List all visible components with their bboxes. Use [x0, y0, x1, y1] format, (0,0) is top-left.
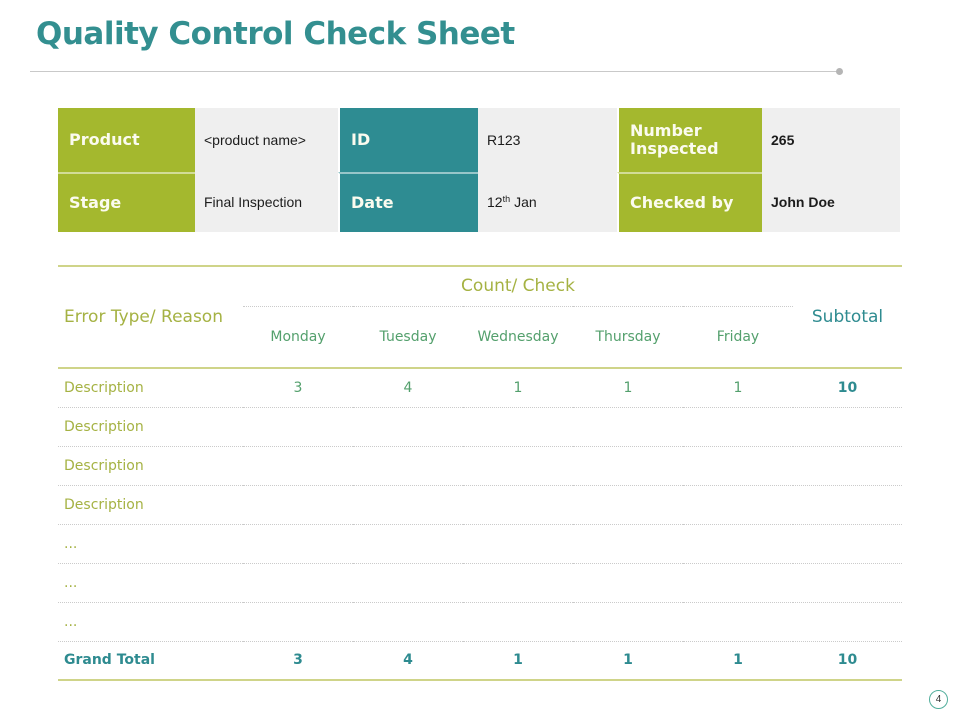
count-cell	[573, 446, 683, 486]
info-label-product: Product	[58, 108, 195, 172]
info-label-date: Date	[338, 172, 478, 232]
count-cell	[353, 563, 463, 603]
count-cell	[573, 524, 683, 564]
info-label-stage: Stage	[58, 172, 195, 232]
count-cell	[683, 446, 794, 486]
row-label: Description	[58, 368, 243, 408]
subtotal-cell	[793, 563, 903, 603]
info-value-stage: Final Inspection	[195, 172, 338, 232]
info-value-id: R123	[478, 108, 617, 172]
info-value-checked-by: John Doe	[762, 172, 900, 232]
count-cell	[243, 407, 353, 447]
check-table-row: Description	[58, 446, 903, 486]
column-group-header-count-check: Count/ Check	[243, 266, 794, 307]
count-cell: 1	[683, 368, 794, 408]
check-table-row: Description	[58, 485, 903, 525]
subtotal-cell: 10	[793, 641, 903, 681]
count-cell	[683, 407, 794, 447]
column-header-subtotal: Subtotal	[793, 266, 903, 369]
subtotal-cell: 10	[793, 368, 903, 408]
count-cell	[353, 602, 463, 642]
count-cell: 3	[243, 641, 353, 681]
count-cell: 1	[463, 641, 573, 681]
count-cell	[463, 602, 573, 642]
count-cell	[353, 407, 463, 447]
info-value-number-inspected: 265	[762, 108, 900, 172]
count-cell	[243, 485, 353, 525]
title-divider-line	[30, 71, 838, 72]
row-label: Description	[58, 446, 243, 486]
grand-total-row: Grand Total 3 4 1 1 1 10	[58, 641, 903, 681]
subtotal-cell	[793, 524, 903, 564]
check-table-row: Description 3 4 1 1 1 10	[58, 368, 903, 408]
count-cell	[463, 407, 573, 447]
info-table: Product <product name> ID R123 Number In…	[58, 108, 900, 232]
row-label: ...	[58, 524, 243, 564]
info-label-checked-by: Checked by	[617, 172, 762, 232]
subtotal-cell	[793, 446, 903, 486]
count-cell	[573, 602, 683, 642]
count-cell: 3	[243, 368, 353, 408]
count-cell	[573, 407, 683, 447]
row-label: Description	[58, 407, 243, 447]
count-cell	[463, 563, 573, 603]
count-cell	[463, 524, 573, 564]
check-table-row: ...	[58, 524, 903, 564]
subtotal-cell	[793, 602, 903, 642]
row-label: Description	[58, 485, 243, 525]
info-label-id: ID	[338, 108, 478, 172]
info-value-product: <product name>	[195, 108, 338, 172]
row-label: Grand Total	[58, 641, 243, 681]
count-cell	[683, 524, 794, 564]
column-header-thursday: Thursday	[573, 306, 683, 369]
column-header-tuesday: Tuesday	[353, 306, 463, 369]
check-table-row: Description	[58, 407, 903, 447]
count-cell: 4	[353, 368, 463, 408]
info-label-number-inspected: Number Inspected	[617, 108, 762, 172]
count-cell: 4	[353, 641, 463, 681]
date-day: 12	[487, 194, 503, 210]
count-cell	[353, 446, 463, 486]
page-title: Quality Control Check Sheet	[36, 16, 515, 52]
count-cell: 1	[463, 368, 573, 408]
subtotal-cell	[793, 407, 903, 447]
count-cell	[683, 485, 794, 525]
column-header-wednesday: Wednesday	[463, 306, 573, 369]
count-cell	[573, 563, 683, 603]
count-cell	[573, 485, 683, 525]
count-cell	[463, 485, 573, 525]
count-cell	[243, 446, 353, 486]
count-cell	[683, 563, 794, 603]
row-label: ...	[58, 602, 243, 642]
check-table: Error Type/ Reason Count/ Check Subtotal…	[58, 265, 903, 681]
column-header-error-type: Error Type/ Reason	[58, 266, 243, 369]
count-cell	[243, 563, 353, 603]
count-cell: 1	[683, 641, 794, 681]
count-cell	[353, 485, 463, 525]
count-cell	[243, 602, 353, 642]
count-cell	[683, 602, 794, 642]
subtotal-cell	[793, 485, 903, 525]
row-label: ...	[58, 563, 243, 603]
title-divider-end-dot	[836, 68, 843, 75]
count-cell: 1	[573, 368, 683, 408]
count-cell: 1	[573, 641, 683, 681]
check-table-body: Description 3 4 1 1 1 10 Description Description…	[58, 368, 903, 681]
column-header-monday: Monday	[243, 306, 353, 369]
check-table-row: ...	[58, 563, 903, 603]
count-cell	[353, 524, 463, 564]
count-cell	[463, 446, 573, 486]
page-number-badge: 4	[929, 690, 948, 709]
check-table-header: Error Type/ Reason Count/ Check Subtotal…	[58, 266, 903, 369]
count-cell	[243, 524, 353, 564]
check-table-row: ...	[58, 602, 903, 642]
column-header-friday: Friday	[683, 306, 794, 369]
date-month: Jan	[514, 194, 537, 210]
